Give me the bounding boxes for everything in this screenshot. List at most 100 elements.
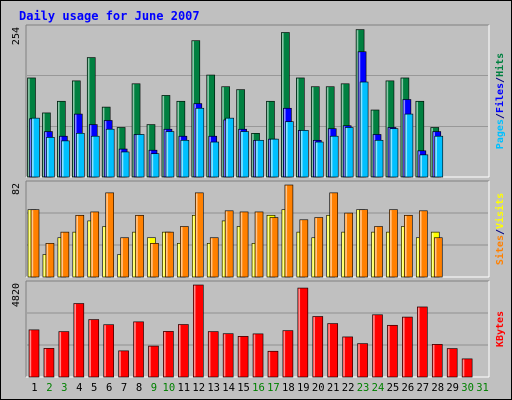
day-label-2: 2 xyxy=(46,382,52,394)
pages-bar-14 xyxy=(225,117,234,178)
kbytes-bar-14 xyxy=(222,333,234,378)
pages-bar-25 xyxy=(389,128,399,178)
legend-hits-files-pages-part-1: Pages xyxy=(495,119,506,149)
day-label-5: 5 xyxy=(91,382,97,394)
day-label-8: 8 xyxy=(136,382,142,394)
kbytes-bar-2 xyxy=(43,348,55,378)
day-label-19: 19 xyxy=(297,382,310,394)
legend-kbytes-part-1: KBytes xyxy=(495,311,506,347)
legend-hits-files-pages-part-2: / xyxy=(495,113,506,119)
day-label-28: 28 xyxy=(431,382,444,394)
pages-bar-7 xyxy=(120,151,130,178)
sites-bar-26 xyxy=(404,214,413,278)
pages-bar-12 xyxy=(195,107,205,178)
pages-bar-17 xyxy=(270,138,279,178)
sites-bar-23 xyxy=(359,209,368,278)
day-label-17: 17 xyxy=(267,382,280,394)
kbytes-bar-3 xyxy=(58,331,70,378)
pages-bar-1 xyxy=(31,117,40,178)
kbytes-bar-24 xyxy=(372,314,383,378)
sites-bar-11 xyxy=(180,226,189,278)
sites-bar-9 xyxy=(150,243,159,278)
kbytes-bar-6 xyxy=(103,324,114,378)
kbytes-bar-9 xyxy=(148,345,159,378)
day-label-20: 20 xyxy=(312,382,325,394)
pages-bar-9 xyxy=(150,153,160,178)
day-label-4: 4 xyxy=(76,382,82,394)
kbytes-bar-4 xyxy=(73,303,85,378)
kbytes-bar-10 xyxy=(163,331,174,378)
kbytes-bar-29 xyxy=(446,348,458,378)
sites-bar-19 xyxy=(299,219,309,278)
kbytes-bar-26 xyxy=(402,316,413,378)
day-label-24: 24 xyxy=(372,382,385,394)
kbytes-bar-1 xyxy=(28,329,40,378)
kbytes-bar-17 xyxy=(267,350,279,378)
day-label-12: 12 xyxy=(192,382,205,394)
kbytes-bar-30 xyxy=(461,358,473,378)
day-label-15: 15 xyxy=(237,382,250,394)
legend-hits-files-pages-part-3: Files xyxy=(494,83,506,113)
sites-bar-2 xyxy=(45,243,55,278)
day-label-21: 21 xyxy=(327,382,340,394)
pages-bar-6 xyxy=(105,128,115,178)
sites-bar-4 xyxy=(75,214,85,278)
day-label-6: 6 xyxy=(106,382,112,394)
kbytes-bar-16 xyxy=(252,333,264,378)
sites-bar-6 xyxy=(105,192,114,278)
day-label-16: 16 xyxy=(252,382,265,394)
sites-bar-15 xyxy=(239,211,249,278)
day-label-18: 18 xyxy=(282,382,295,394)
day-label-29: 29 xyxy=(446,382,459,394)
pages-bar-22 xyxy=(344,127,354,178)
pages-bar-11 xyxy=(180,139,190,178)
pages-bar-28 xyxy=(434,135,444,178)
sites-bar-5 xyxy=(90,211,100,278)
pages-bar-21 xyxy=(329,135,339,178)
kbytes-bar-7 xyxy=(118,350,129,378)
kbytes-bar-18 xyxy=(282,330,294,378)
kbytes-bar-12 xyxy=(192,284,204,378)
sites-bar-12 xyxy=(194,192,204,278)
kbytes-bar-23 xyxy=(357,343,368,378)
sites-bar-18 xyxy=(284,184,294,278)
day-label-10: 10 xyxy=(163,382,176,394)
sites-bar-17 xyxy=(269,217,279,278)
legend-visits-sites-part-2: / xyxy=(495,229,506,235)
kbytes-bar-15 xyxy=(237,336,249,378)
day-label-11: 11 xyxy=(177,382,190,394)
day-label-25: 25 xyxy=(387,382,400,394)
sites-bar-20 xyxy=(314,217,324,278)
ymax-label-2: 82 xyxy=(11,183,22,195)
chart-title: Daily usage for June 2007 xyxy=(19,9,200,23)
pages-bar-16 xyxy=(255,139,264,178)
day-label-26: 26 xyxy=(402,382,415,394)
pages-bar-19 xyxy=(300,130,309,178)
pages-bar-27 xyxy=(419,154,429,178)
sites-bar-16 xyxy=(254,211,264,278)
day-label-23: 23 xyxy=(357,382,370,394)
pages-bar-18 xyxy=(285,121,294,178)
kbytes-bar-20 xyxy=(312,316,324,378)
kbytes-bar-25 xyxy=(387,324,398,378)
pages-bar-15 xyxy=(240,131,249,178)
kbytes-bar-11 xyxy=(178,324,189,378)
pages-bar-2 xyxy=(46,137,55,178)
pages-bar-3 xyxy=(61,140,70,178)
legend-kbytes: KBytes xyxy=(495,311,506,347)
kbytes-bar-28 xyxy=(431,344,443,378)
legend-hits-files-pages-part-4: / xyxy=(495,77,506,83)
sites-bar-21 xyxy=(329,192,339,278)
pages-bar-26 xyxy=(404,113,414,178)
sites-bar-7 xyxy=(120,237,129,278)
pages-bar-24 xyxy=(374,139,384,178)
sites-bar-1 xyxy=(30,209,40,278)
day-label-1: 1 xyxy=(31,382,37,394)
pages-bar-23 xyxy=(359,81,369,178)
kbytes-bar-13 xyxy=(207,331,219,378)
kbytes-bar-5 xyxy=(88,319,100,378)
legend-visits-sites: Sites/Visits xyxy=(494,193,506,265)
sites-bar-28 xyxy=(433,237,443,278)
ymax-label-1: 254 xyxy=(11,27,22,45)
